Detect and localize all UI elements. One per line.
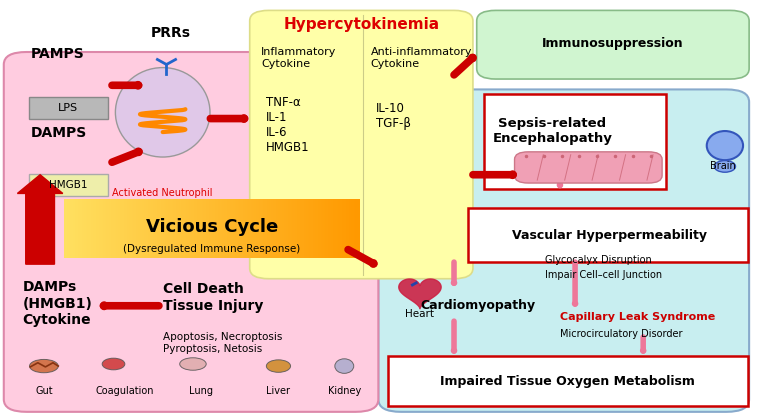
Text: PRRs: PRRs bbox=[150, 26, 191, 40]
Text: LPS: LPS bbox=[58, 103, 78, 113]
Text: Brain: Brain bbox=[710, 161, 735, 171]
FancyBboxPatch shape bbox=[4, 52, 378, 412]
Ellipse shape bbox=[102, 358, 124, 370]
Text: Sepsis-related
Encephalopathy: Sepsis-related Encephalopathy bbox=[493, 117, 613, 145]
Text: TNF-α
IL-1
IL-6
HMGB1: TNF-α IL-1 IL-6 HMGB1 bbox=[266, 96, 310, 154]
Text: Impair Cell–cell Junction: Impair Cell–cell Junction bbox=[545, 270, 662, 280]
Text: Kidney: Kidney bbox=[328, 386, 361, 396]
Text: Activated Neutrophil: Activated Neutrophil bbox=[112, 188, 213, 198]
Text: Anti-inflammatory
Cytokine: Anti-inflammatory Cytokine bbox=[371, 47, 472, 69]
Text: Hypercytokinemia: Hypercytokinemia bbox=[284, 17, 439, 32]
Ellipse shape bbox=[115, 67, 210, 157]
Ellipse shape bbox=[714, 161, 735, 172]
Text: Gut: Gut bbox=[35, 386, 52, 396]
Polygon shape bbox=[398, 279, 441, 309]
Ellipse shape bbox=[335, 359, 354, 374]
Bar bbox=[65, 200, 79, 258]
Bar bbox=[65, 200, 79, 258]
Ellipse shape bbox=[30, 359, 58, 373]
Bar bbox=[65, 200, 79, 258]
FancyBboxPatch shape bbox=[477, 10, 749, 79]
Bar bbox=[29, 174, 109, 196]
Ellipse shape bbox=[266, 360, 291, 372]
Bar bbox=[65, 200, 79, 258]
Bar bbox=[65, 200, 79, 258]
Text: DAMPs
(HMGB1)
Cytokine: DAMPs (HMGB1) Cytokine bbox=[23, 280, 93, 327]
Bar bbox=[65, 200, 79, 258]
Text: PAMPS: PAMPS bbox=[30, 47, 84, 61]
Text: HMGB1: HMGB1 bbox=[49, 180, 87, 190]
Text: Inflammatory
Cytokine: Inflammatory Cytokine bbox=[261, 47, 336, 69]
Bar bbox=[65, 200, 79, 258]
Bar bbox=[65, 200, 79, 258]
FancyBboxPatch shape bbox=[250, 10, 473, 279]
FancyBboxPatch shape bbox=[378, 89, 749, 412]
Text: Capillary Leak Syndrome: Capillary Leak Syndrome bbox=[560, 312, 715, 322]
Bar bbox=[388, 356, 748, 406]
Ellipse shape bbox=[707, 131, 743, 160]
Bar bbox=[65, 200, 79, 258]
Text: (Dysregulated Immune Response): (Dysregulated Immune Response) bbox=[123, 244, 301, 254]
Text: Immunosuppression: Immunosuppression bbox=[542, 37, 684, 50]
Bar bbox=[65, 200, 79, 258]
Text: Vascular Hyperpermeability: Vascular Hyperpermeability bbox=[512, 228, 707, 242]
Text: IL-10
TGF-β: IL-10 TGF-β bbox=[376, 102, 411, 131]
FancyArrow shape bbox=[17, 175, 63, 264]
Text: Lung: Lung bbox=[188, 386, 213, 396]
Bar bbox=[65, 200, 79, 258]
Bar bbox=[29, 97, 109, 119]
Bar bbox=[65, 200, 79, 258]
Ellipse shape bbox=[180, 358, 206, 370]
Text: DAMPS: DAMPS bbox=[30, 126, 87, 140]
Bar bbox=[65, 200, 79, 258]
Bar bbox=[484, 94, 666, 189]
Bar bbox=[65, 200, 79, 258]
Bar bbox=[65, 200, 79, 258]
Bar bbox=[65, 200, 79, 258]
Bar bbox=[65, 200, 79, 258]
Bar bbox=[65, 200, 79, 258]
Text: Glycocalyx Disruption: Glycocalyx Disruption bbox=[545, 255, 651, 265]
Text: Impaired Tissue Oxygen Metabolism: Impaired Tissue Oxygen Metabolism bbox=[440, 375, 695, 388]
Text: Apoptosis, Necroptosis
Pyroptosis, Netosis: Apoptosis, Necroptosis Pyroptosis, Netos… bbox=[162, 332, 282, 354]
Text: Coagulation: Coagulation bbox=[96, 386, 154, 396]
FancyBboxPatch shape bbox=[515, 152, 662, 183]
Text: Vicious Cycle: Vicious Cycle bbox=[146, 218, 278, 236]
Bar bbox=[468, 208, 748, 262]
Bar bbox=[65, 200, 79, 258]
Bar bbox=[65, 200, 79, 258]
Text: Cardiomyopathy: Cardiomyopathy bbox=[420, 299, 535, 312]
Text: Liver: Liver bbox=[266, 386, 291, 396]
Text: Cell Death
Tissue Injury: Cell Death Tissue Injury bbox=[162, 282, 263, 312]
Text: Heart: Heart bbox=[405, 309, 434, 319]
Text: Microcirculatory Disorder: Microcirculatory Disorder bbox=[560, 329, 682, 339]
